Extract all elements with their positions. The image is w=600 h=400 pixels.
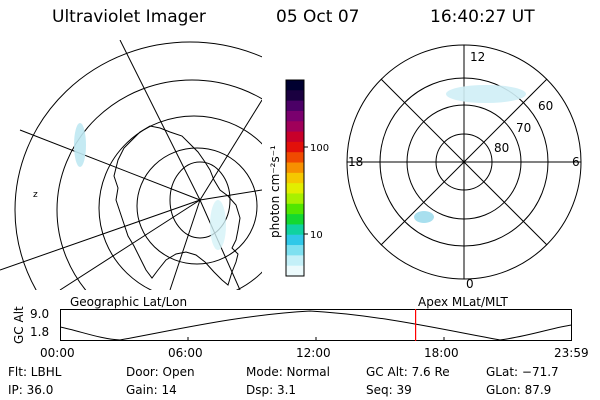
info-filter: Flt: LBHL (8, 365, 62, 379)
timeline-tick-1200: 12:00 (296, 346, 331, 360)
colorbar-swatch (286, 100, 304, 112)
aurora-patch (210, 200, 226, 250)
timeline-right-label: Apex MLat/MLT (418, 295, 508, 309)
colorbar-swatch (286, 234, 304, 246)
lat-circle (169, 161, 231, 239)
colorbar-unit-label: photon cm⁻²s⁻¹ (268, 145, 282, 238)
meridian (199, 99, 262, 201)
date-label: 05 Oct 07 (276, 7, 360, 27)
coastline (113, 125, 241, 286)
meridian (19, 129, 201, 201)
mlt-label-6: 6 (572, 155, 580, 169)
meridian (59, 199, 201, 290)
timeline-tick-2359: 23:59 (554, 346, 589, 360)
colorbar-swatch (286, 203, 304, 215)
colorbar-swatch (286, 265, 304, 277)
time-label: 16:40:27 UT (430, 7, 535, 27)
timeline-tick-0600: 06:00 (168, 346, 203, 360)
map-top-mark: z (33, 190, 38, 200)
info-ip: IP: 36.0 (8, 383, 54, 397)
colorbar-swatch (286, 193, 304, 205)
lat-circle (56, 79, 262, 290)
aurora-patch (74, 123, 86, 167)
meridian (0, 199, 201, 271)
info-gain: Gain: 14 (126, 383, 177, 397)
colorbar-swatch (286, 152, 304, 164)
meridian (119, 40, 201, 201)
colorbar-swatch (286, 90, 304, 102)
mlt-label-18: 18 (348, 155, 363, 169)
altitude-curve (60, 310, 572, 341)
info-seq: Seq: 39 (366, 383, 412, 397)
timeline-y-tick-top: 9.0 (30, 307, 50, 321)
lat-circle (98, 115, 262, 290)
info-gc-alt: GC Alt: 7.6 Re (366, 365, 450, 379)
colorbar-swatch (286, 245, 304, 256)
app-title: Ultraviolet Imager (52, 7, 206, 27)
colorbar-swatch (286, 255, 304, 267)
info-mode: Mode: Normal (246, 365, 330, 379)
mlat-label-70: 70 (516, 121, 531, 135)
aurora-oval (414, 211, 434, 223)
colorbar-swatch (286, 141, 304, 153)
mlt-label-0: 0 (466, 277, 474, 291)
info-glat: GLat: −71.7 (486, 365, 559, 379)
colorbar-swatch (286, 183, 304, 194)
mlat-label-60: 60 (538, 99, 553, 113)
colorbar-swatch (286, 110, 304, 122)
lat-circle (14, 41, 262, 290)
info-door: Door: Open (126, 365, 195, 379)
meridian (199, 189, 262, 201)
timeline-tick-0000: 00:00 (40, 346, 75, 360)
meridian (169, 199, 201, 290)
colorbar-swatch (286, 224, 304, 236)
altitude-timeline (60, 309, 572, 341)
colorbar-swatch (286, 214, 304, 225)
colorbar-swatch (286, 172, 304, 184)
colorbar-swatch (286, 162, 304, 174)
timeline-tick-1800: 18:00 (424, 346, 459, 360)
colorbar-tick-100: 100 (310, 143, 329, 154)
info-glon: GLon: 87.9 (486, 383, 552, 397)
colorbar-swatch (286, 121, 304, 133)
timeline-left-label: Geographic Lat/Lon (70, 295, 188, 309)
aurora-oval (446, 85, 526, 103)
lat-circle (136, 147, 258, 265)
info-dsp: Dsp: 3.1 (246, 383, 297, 397)
geographic-map: z (0, 40, 262, 290)
mlt-label-12: 12 (470, 50, 485, 64)
colorbar-swatch (286, 80, 304, 91)
colorbar: 100 10 photon cm⁻²s⁻¹ (268, 78, 338, 278)
timeline-y-title: GC Alt (12, 306, 26, 344)
colorbar-swatch (286, 131, 304, 143)
mlat-label-80: 80 (494, 141, 509, 155)
colorbar-tick-10: 10 (310, 230, 323, 241)
timeline-y-tick-bottom: 1.8 (30, 325, 50, 339)
polar-mlt-plot: 12 18 6 0 60 70 80 (346, 44, 582, 291)
